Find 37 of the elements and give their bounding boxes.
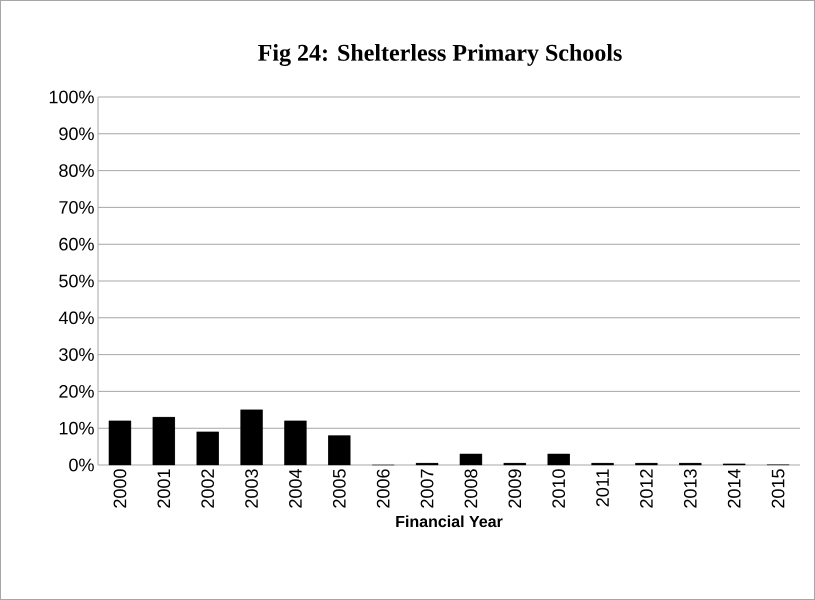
x-tick-label: 2002 [201,469,214,508]
bar [240,410,263,466]
x-tick-label: 2000 [114,469,126,508]
x-tick-label: 2012 [640,469,653,508]
y-tick-label: 10% [60,422,94,435]
y-tick-label: 50% [59,274,94,288]
bar [108,420,132,466]
bar [152,416,176,466]
x-tick-label: 2014 [728,469,741,508]
bar [547,454,570,466]
x-tick-label: 2015 [772,469,784,508]
y-tick-label: 60% [59,238,94,251]
y-tick-label: 80% [59,164,94,177]
x-tick-label: 2011 [596,469,609,506]
bar [196,432,219,466]
x-tick-label: 2001 [157,469,170,508]
y-tick-label: 30% [59,348,94,361]
x-tick-label: 2010 [552,469,566,508]
x-tick-label: 2008 [464,469,478,508]
y-tick-label: 100% [50,90,94,104]
bar [328,435,351,466]
y-tick-label: 40% [58,311,94,324]
x-tick-label: 2003 [245,469,258,508]
y-tick-label: 0% [69,458,94,472]
y-tick-label: 20% [59,385,94,398]
chart-title: Fig 24: Shelterless Primary Schools [258,44,622,66]
x-tick-label: 2013 [684,469,697,508]
x-tick-label: 2004 [289,469,302,508]
x-tick-label: 2006 [376,469,390,508]
x-tick-label: 2005 [332,469,346,508]
y-tick-label: 70% [59,201,94,214]
x-tick-label: 2007 [420,469,434,508]
x-tick-label: 2009 [508,469,522,508]
bar [460,454,482,466]
bar [284,420,307,466]
x-axis-title: Financial Year [396,515,503,528]
y-tick-label: 90% [59,127,94,140]
